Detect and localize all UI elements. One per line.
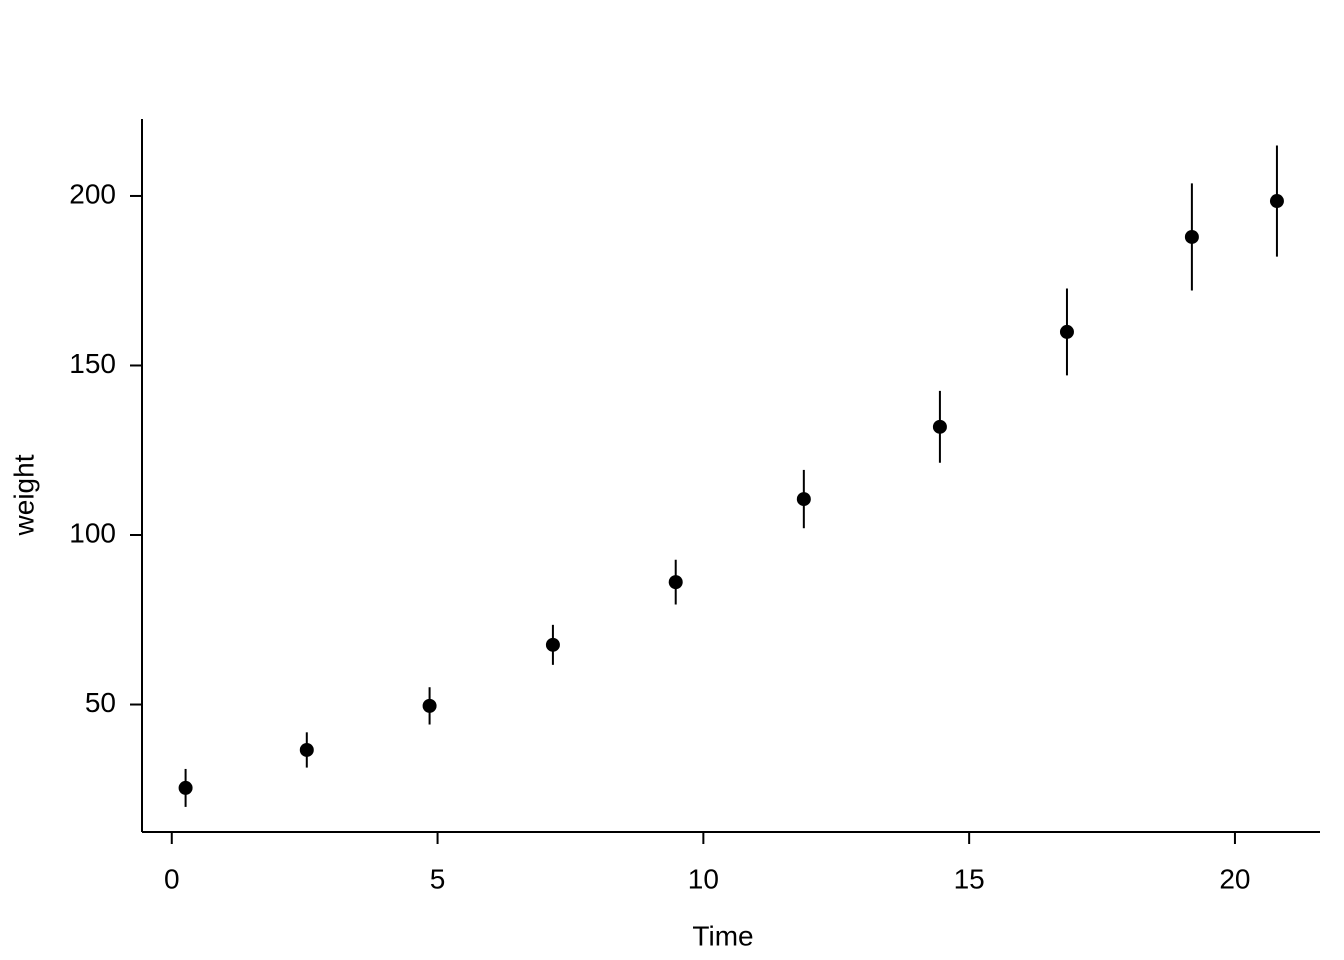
x-tick-label: 15 [954, 863, 985, 894]
y-tick-label: 200 [69, 178, 116, 209]
x-tick-label: 20 [1219, 863, 1250, 894]
y-tick-label: 100 [69, 517, 116, 548]
point [932, 419, 947, 434]
point [422, 698, 437, 713]
x-tick-label: 5 [430, 863, 446, 894]
x-tick-label: 0 [164, 863, 180, 894]
x-axis-title: Time [692, 920, 753, 951]
point [1059, 324, 1074, 339]
y-tick-label: 150 [69, 348, 116, 379]
point [299, 742, 314, 757]
point [545, 637, 560, 652]
point [178, 780, 193, 795]
y-tick-label: 50 [85, 687, 116, 718]
y-axis-title: weight [8, 454, 39, 536]
point [796, 492, 811, 507]
point [1184, 229, 1199, 244]
point [668, 575, 683, 590]
x-tick-label: 10 [688, 863, 719, 894]
point [1269, 194, 1284, 209]
